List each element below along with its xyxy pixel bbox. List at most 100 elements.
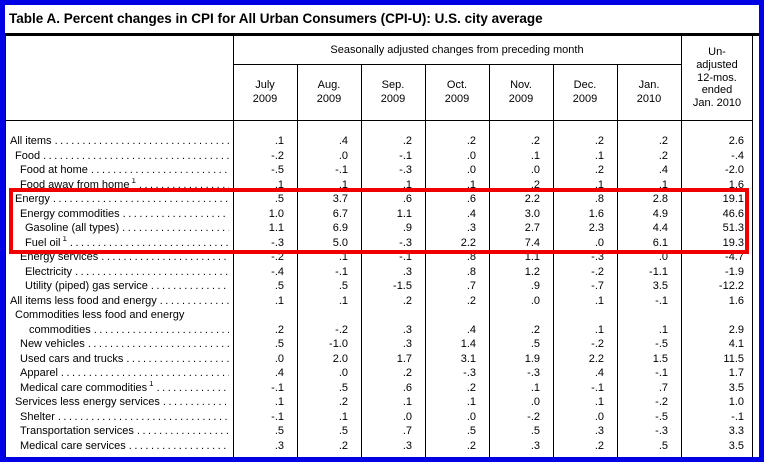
value-cell: .0 <box>338 149 348 162</box>
value-cell: 4.4 <box>652 222 668 234</box>
value-cell: 3.0 <box>524 207 540 220</box>
value-cell: -.3 <box>463 367 476 379</box>
value-cell: .0 <box>274 352 284 365</box>
value-cell: .2 <box>402 367 412 379</box>
leader-dots <box>151 279 229 294</box>
value-cell: .6 <box>402 381 412 394</box>
leader-dots <box>55 134 229 149</box>
value-cell: .3 <box>466 222 476 234</box>
value-cell: 3.1 <box>460 352 476 365</box>
value-cell: 1.0 <box>268 207 284 220</box>
row-label: Fuel oil 1 <box>5 236 233 251</box>
row-label-text: Fuel oil 1 <box>25 235 67 249</box>
row-label-text: Food away from home 1 <box>20 177 136 191</box>
table-row: New vehicles .5 -1.0 .3 1.4 .5 -.2 -.5 4.1 <box>5 337 753 352</box>
value-cell: .1 <box>466 396 476 408</box>
column-header-july-2009: July 2009 <box>252 79 278 105</box>
value-cell: .1 <box>402 178 412 191</box>
unadjusted-value-cell: 3.5 <box>728 439 744 452</box>
table-row: Food at home -.5 -.1 -.3 .0 .0 .2 .4 -2.0 <box>5 163 753 178</box>
value-cell: 2.7 <box>524 222 540 234</box>
unadjusted-value-cell: 11.5 <box>723 352 744 365</box>
unadjusted-value-cell: 3.3 <box>728 425 744 437</box>
spanner-divider-rule <box>233 64 682 65</box>
row-label-text: Medical care services <box>20 439 126 452</box>
value-cell: .5 <box>274 425 284 437</box>
value-cell: .0 <box>594 410 604 423</box>
value-cell: .5 <box>530 338 540 350</box>
table-row: All items less food and energy .1 .1 .2 .2.… <box>5 294 753 309</box>
table-body: All items .1 .4 .2 .2 .2 .2 .2 2.6 Food -.2 .0 -.… <box>5 121 753 453</box>
leader-dots <box>88 337 229 352</box>
row-label: Energy commodities <box>5 207 233 222</box>
row-label-text: New vehicles <box>20 338 85 350</box>
row-label: Shelter <box>5 410 233 425</box>
row-label-text: Transportation services <box>20 425 134 437</box>
value-cell: .4 <box>594 367 604 379</box>
value-cell: .1 <box>530 381 540 394</box>
value-cell: .5 <box>338 381 348 394</box>
unadjusted-value-cell: 51.3 <box>722 222 744 234</box>
title-divider-rule <box>5 33 759 36</box>
value-cell: .0 <box>466 149 476 162</box>
table-a-content: Table A. Percent changes in CPI for All … <box>5 5 759 457</box>
row-label-text: Energy services <box>20 251 99 263</box>
value-cell: .1 <box>594 323 604 336</box>
value-cell: .1 <box>594 149 604 162</box>
value-cell: .6 <box>402 193 412 205</box>
value-cell: .2 <box>338 396 348 408</box>
value-cell: .0 <box>338 367 348 379</box>
value-cell: 6.9 <box>332 222 348 234</box>
leader-dots <box>91 163 229 178</box>
unadjusted-value-cell: 4.1 <box>728 338 744 350</box>
value-cell: .1 <box>274 135 284 147</box>
value-cell: -.2 <box>271 149 284 162</box>
spanner-header: Seasonally adjusted changes from precedi… <box>330 44 584 56</box>
unadjusted-value-cell: 3.5 <box>728 381 744 394</box>
table-title: Table A. Percent changes in CPI for All … <box>9 11 543 26</box>
value-cell: .2 <box>594 439 604 452</box>
value-cell: 1.1 <box>396 207 412 220</box>
unadjusted-value-cell: 1.6 <box>728 294 744 307</box>
value-cell: .1 <box>338 251 348 263</box>
value-cell: .0 <box>530 396 540 408</box>
row-label-text: Used cars and trucks <box>20 352 124 365</box>
row-label-text: Apparel <box>20 367 58 379</box>
value-cell: -.1 <box>399 149 412 162</box>
row-label: Medical care services <box>5 439 233 454</box>
table-left-border <box>5 36 6 457</box>
column-header-dec-2009: Dec. 2009 <box>572 79 598 105</box>
unadjusted-value-cell: 1.6 <box>728 178 744 191</box>
value-cell: .3 <box>402 265 412 278</box>
row-label: Used cars and trucks <box>5 352 233 367</box>
row-label-text: Shelter <box>20 410 55 423</box>
value-cell: 2.0 <box>332 352 348 365</box>
column-divider <box>617 64 618 457</box>
footnote-sup: 1 <box>131 177 136 185</box>
row-label-text: All items <box>10 135 52 147</box>
value-cell: .1 <box>402 396 412 408</box>
value-cell: .0 <box>594 236 604 249</box>
month-header-row: July 2009 Aug. 2009 Sep. 2009 Oct. 2009 … <box>233 65 681 120</box>
value-cell: .4 <box>466 323 476 336</box>
column-header-sep-2009: Sep. 2009 <box>380 79 406 105</box>
row-label: Energy services <box>5 250 233 265</box>
value-cell: 1.1 <box>268 222 284 234</box>
leader-dots <box>139 178 229 193</box>
table-row: Services less energy services .1 .2 .1 .1 .0… <box>5 395 753 410</box>
table-row: Gasoline (all types) 1.1 6.9 .9 .3 2.7 2.3 4.4… <box>5 221 753 236</box>
value-cell: .3 <box>594 425 604 437</box>
value-cell: -.5 <box>271 164 284 176</box>
row-label: Transportation services <box>5 424 233 439</box>
column-header-nov-2009: Nov. 2009 <box>508 79 534 105</box>
value-cell: 2.8 <box>652 193 668 205</box>
unadjusted-value-cell: 19.1 <box>722 193 744 205</box>
value-cell: 3.5 <box>652 280 668 292</box>
value-cell: -.1 <box>655 367 668 379</box>
value-cell: -.2 <box>335 323 348 336</box>
value-cell: .1 <box>530 149 540 162</box>
header-bottom-rule <box>5 120 753 121</box>
unadjusted-value-cell: -.1 <box>731 410 744 423</box>
value-cell: -.3 <box>399 164 412 176</box>
